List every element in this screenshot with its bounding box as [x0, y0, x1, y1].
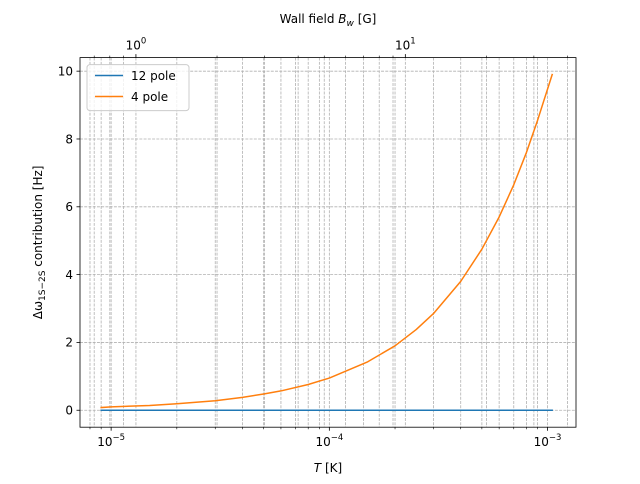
legend-label-12-pole: 12 pole: [131, 69, 176, 83]
y-tick-label: 2: [65, 336, 73, 350]
y-tick-label: 4: [65, 268, 73, 282]
x-tick-label: 10−5: [97, 433, 125, 449]
series-line-4-pole: [100, 73, 554, 409]
x-tick-label: 10−3: [534, 433, 562, 449]
y-tick-label: 6: [65, 200, 73, 214]
legend-label-4-pole: 4 pole: [131, 90, 168, 104]
x-axis-label: T [K]: [314, 461, 342, 475]
plot-frame: [79, 57, 577, 428]
top-axis-label: Wall field Bw [G]: [280, 12, 377, 29]
top-tick-label: 100: [126, 37, 147, 53]
y-tick-label: 10: [58, 64, 73, 78]
grid-layer: [80, 57, 576, 428]
series-layer: [100, 73, 554, 411]
tick-layer: 10−5 10−4 10−3 100 101 0 2 4 6 8 10: [58, 37, 568, 449]
top-tick-label: 101: [395, 37, 416, 53]
legend: 12 pole 4 pole: [86, 64, 190, 112]
y-axis-label: Δω1S−2S contribution [Hz]: [31, 166, 48, 320]
y-tick-label: 0: [65, 404, 73, 418]
y-tick-label: 8: [65, 132, 73, 146]
x-tick-label: 10−4: [315, 433, 343, 449]
